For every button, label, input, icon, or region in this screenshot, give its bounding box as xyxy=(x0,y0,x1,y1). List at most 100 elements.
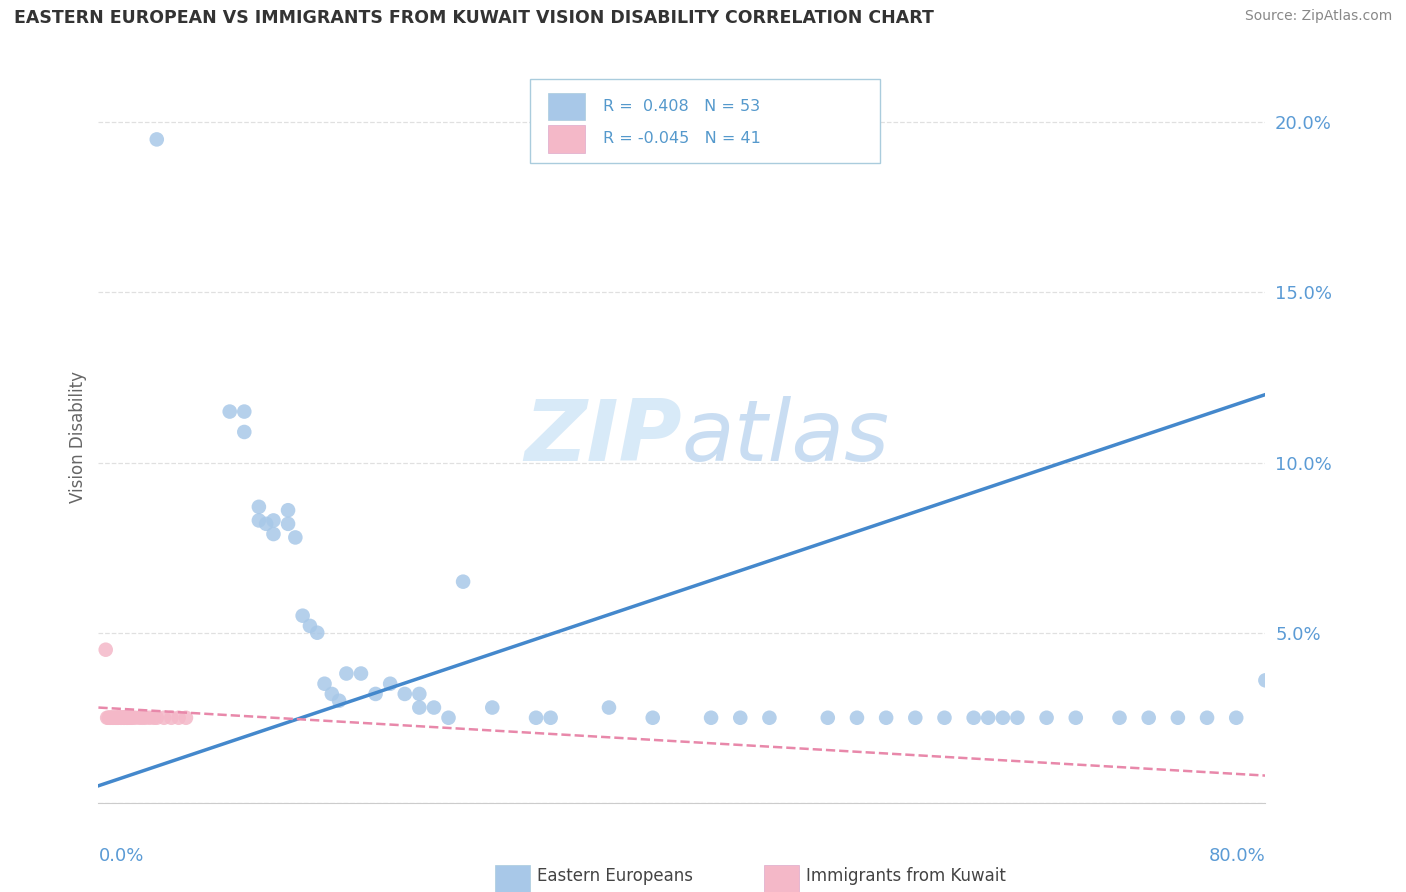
Point xyxy=(991,711,1014,725)
Point xyxy=(247,500,270,514)
Text: R =  0.408   N = 53: R = 0.408 N = 53 xyxy=(603,99,759,114)
Point xyxy=(117,711,139,725)
Point xyxy=(117,711,139,725)
Point xyxy=(94,642,117,657)
Point xyxy=(437,711,460,725)
Point xyxy=(314,677,336,691)
Point xyxy=(104,711,127,725)
Point xyxy=(131,711,153,725)
Point xyxy=(262,527,284,541)
Point xyxy=(254,516,277,531)
Bar xyxy=(548,125,585,153)
Point xyxy=(167,711,190,725)
Point xyxy=(875,711,897,725)
Text: atlas: atlas xyxy=(682,395,890,479)
Point xyxy=(142,711,165,725)
Point xyxy=(105,711,128,725)
Point xyxy=(328,694,350,708)
Point xyxy=(98,711,121,725)
Point xyxy=(728,711,751,725)
Point xyxy=(540,711,562,725)
Point xyxy=(598,700,620,714)
Point xyxy=(98,711,121,725)
Point xyxy=(96,711,118,725)
Point xyxy=(700,711,723,725)
Text: Eastern Europeans: Eastern Europeans xyxy=(537,867,693,885)
Point xyxy=(112,711,135,725)
Point xyxy=(103,711,125,725)
Point xyxy=(100,711,122,725)
Point xyxy=(977,711,1000,725)
Point xyxy=(481,700,503,714)
Point xyxy=(110,711,132,725)
Point xyxy=(114,711,136,725)
Point xyxy=(1254,673,1277,688)
Point xyxy=(247,513,270,527)
Point xyxy=(1137,711,1160,725)
Text: ZIP: ZIP xyxy=(524,395,682,479)
Point xyxy=(138,711,160,725)
Point xyxy=(1108,711,1130,725)
Point xyxy=(111,711,134,725)
Point xyxy=(758,711,780,725)
Y-axis label: Vision Disability: Vision Disability xyxy=(69,371,87,503)
Text: 0.0%: 0.0% xyxy=(98,847,143,864)
Point xyxy=(335,666,357,681)
Point xyxy=(408,700,430,714)
Point xyxy=(114,711,136,725)
Point xyxy=(108,711,131,725)
Point xyxy=(174,711,197,725)
Point xyxy=(124,711,146,725)
Bar xyxy=(763,865,799,892)
Point xyxy=(524,711,547,725)
Point xyxy=(904,711,927,725)
Text: EASTERN EUROPEAN VS IMMIGRANTS FROM KUWAIT VISION DISABILITY CORRELATION CHART: EASTERN EUROPEAN VS IMMIGRANTS FROM KUWA… xyxy=(14,9,934,27)
Point xyxy=(1195,711,1218,725)
Text: R = -0.045   N = 41: R = -0.045 N = 41 xyxy=(603,131,761,146)
Point xyxy=(321,687,343,701)
Point xyxy=(307,625,329,640)
Point xyxy=(97,711,120,725)
Point xyxy=(1007,711,1029,725)
Point xyxy=(277,503,299,517)
Text: Immigrants from Kuwait: Immigrants from Kuwait xyxy=(806,867,1005,885)
Point xyxy=(291,608,314,623)
Point xyxy=(364,687,387,701)
Point xyxy=(146,132,169,146)
Point xyxy=(1064,711,1087,725)
Point xyxy=(120,711,142,725)
Point xyxy=(423,700,446,714)
Point xyxy=(108,711,131,725)
Point xyxy=(101,711,124,725)
Point xyxy=(233,404,256,418)
Point xyxy=(350,666,373,681)
Point xyxy=(817,711,839,725)
Point xyxy=(134,711,156,725)
Point xyxy=(934,711,956,725)
Point xyxy=(146,711,169,725)
Point xyxy=(962,711,984,725)
Point xyxy=(1225,711,1247,725)
Point xyxy=(233,425,256,439)
Point xyxy=(378,677,402,691)
FancyBboxPatch shape xyxy=(530,78,880,162)
Point xyxy=(160,711,183,725)
Point xyxy=(118,711,141,725)
Point xyxy=(105,711,128,725)
Point xyxy=(218,404,240,418)
Point xyxy=(112,711,135,725)
Point xyxy=(408,687,430,701)
Text: Source: ZipAtlas.com: Source: ZipAtlas.com xyxy=(1244,9,1392,23)
Point xyxy=(115,711,138,725)
Point xyxy=(111,711,134,725)
Point xyxy=(104,711,127,725)
Point xyxy=(153,711,176,725)
Point xyxy=(1167,711,1189,725)
Point xyxy=(845,711,868,725)
Point xyxy=(262,513,284,527)
Bar xyxy=(495,865,530,892)
Point xyxy=(110,711,132,725)
Point xyxy=(284,531,307,545)
Text: 80.0%: 80.0% xyxy=(1209,847,1265,864)
Point xyxy=(277,516,299,531)
